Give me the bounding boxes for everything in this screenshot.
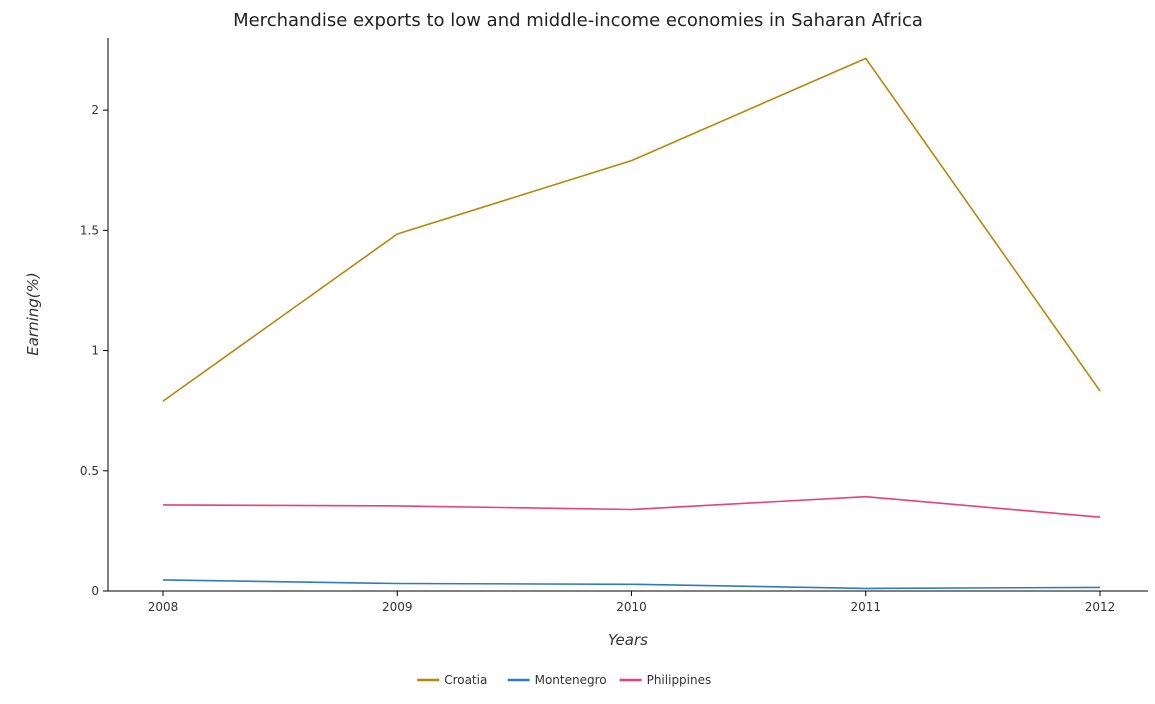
x-axis-label: Years [608, 631, 648, 649]
y-tick-label: 0.5 [80, 464, 99, 478]
x-tick-label: 2012 [1085, 600, 1116, 614]
legend-label: Montenegro [535, 673, 607, 687]
x-axis-ticks: 2008 2009 2010 2011 2012 [148, 591, 1116, 614]
x-tick-label: 2011 [850, 600, 881, 614]
y-tick-label: 1 [91, 344, 99, 358]
y-axis-ticks: 0 0.5 1 1.5 2 [80, 103, 108, 598]
legend-item-croatia: Croatia [417, 673, 487, 687]
legend-item-philippines: Philippines [620, 673, 712, 687]
legend-item-montenegro: Montenegro [508, 673, 607, 687]
legend-label: Croatia [444, 673, 487, 687]
y-tick-label: 2 [91, 103, 99, 117]
chart-title: Merchandise exports to low and middle-in… [233, 10, 923, 31]
x-tick-label: 2009 [382, 600, 413, 614]
legend-label: Philippines [647, 673, 712, 687]
y-tick-label: 1.5 [80, 223, 99, 237]
x-tick-label: 2010 [616, 600, 647, 614]
y-axis-label: Earning(%) [24, 272, 42, 356]
legend: Croatia Montenegro Philippines [417, 673, 711, 687]
y-tick-label: 0 [91, 584, 99, 598]
x-tick-label: 2008 [148, 600, 179, 614]
